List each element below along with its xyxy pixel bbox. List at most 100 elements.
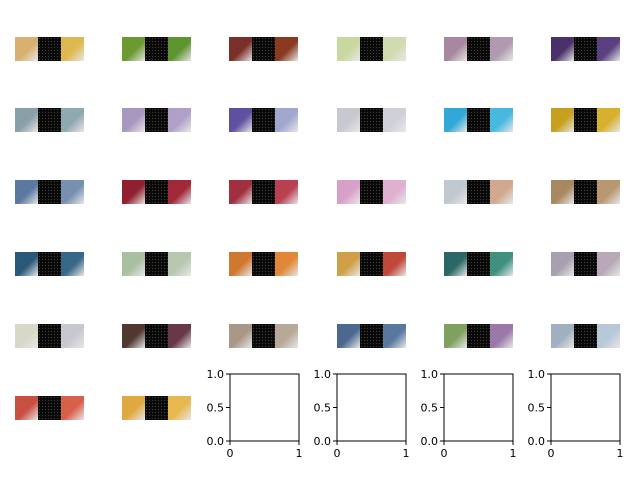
image-left-panel <box>551 108 574 132</box>
image-middle-panel <box>574 37 597 61</box>
image-middle-panel <box>38 252 61 276</box>
image-middle-panel <box>574 108 597 132</box>
image-middle-panel <box>38 180 61 204</box>
image-middle-panel <box>145 108 168 132</box>
image-left-panel <box>337 252 360 276</box>
image-right-panel <box>168 324 191 348</box>
image-strip <box>337 108 406 132</box>
image-strip <box>551 324 620 348</box>
image-strip <box>444 37 513 61</box>
image-middle-panel <box>360 324 383 348</box>
image-middle-panel <box>467 108 490 132</box>
image-middle-panel <box>467 37 490 61</box>
y-tick-label: 0.5 <box>314 402 332 415</box>
image-left-panel <box>551 252 574 276</box>
image-middle-panel <box>38 108 61 132</box>
image-middle-panel <box>467 180 490 204</box>
image-strip <box>229 180 298 204</box>
x-tick-label: 1 <box>403 447 410 460</box>
image-left-panel <box>15 396 38 420</box>
image-right-panel <box>168 37 191 61</box>
image-left-panel <box>229 252 252 276</box>
image-middle-panel <box>38 396 61 420</box>
image-middle-panel <box>574 180 597 204</box>
image-strip <box>15 252 84 276</box>
image-middle-panel <box>145 324 168 348</box>
image-right-panel <box>275 108 298 132</box>
image-strip <box>337 180 406 204</box>
image-strip <box>122 252 191 276</box>
image-right-panel <box>275 180 298 204</box>
y-tick-label: 1.0 <box>207 368 225 381</box>
x-tick-label: 0 <box>334 447 341 460</box>
image-middle-panel <box>467 324 490 348</box>
image-left-panel <box>229 180 252 204</box>
image-strip <box>551 108 620 132</box>
image-middle-panel <box>252 108 275 132</box>
image-left-panel <box>15 252 38 276</box>
image-strip <box>337 37 406 61</box>
image-strip <box>444 252 513 276</box>
y-tick-label: 0.0 <box>421 435 439 448</box>
image-middle-panel <box>145 37 168 61</box>
image-left-panel <box>15 324 38 348</box>
image-strip <box>15 396 84 420</box>
image-right-panel <box>275 252 298 276</box>
image-left-panel <box>551 180 574 204</box>
x-tick-label: 1 <box>617 447 624 460</box>
y-tick-label: 0.0 <box>528 435 546 448</box>
image-right-panel <box>490 108 513 132</box>
image-right-panel <box>61 180 84 204</box>
image-strip <box>15 180 84 204</box>
image-middle-panel <box>38 37 61 61</box>
y-tick-label: 0.5 <box>528 402 546 415</box>
image-right-panel <box>61 108 84 132</box>
image-strip <box>444 324 513 348</box>
y-tick-label: 0.5 <box>207 402 225 415</box>
image-right-panel <box>383 108 406 132</box>
image-strip <box>229 37 298 61</box>
x-tick-label: 0 <box>227 447 234 460</box>
image-right-panel <box>383 37 406 61</box>
image-right-panel <box>597 108 620 132</box>
image-middle-panel <box>145 252 168 276</box>
image-middle-panel <box>145 180 168 204</box>
image-right-panel <box>383 252 406 276</box>
image-left-panel <box>444 180 467 204</box>
image-left-panel <box>337 180 360 204</box>
empty-axes-frame <box>336 373 407 442</box>
image-left-panel <box>444 37 467 61</box>
image-middle-panel <box>360 37 383 61</box>
image-strip <box>122 37 191 61</box>
image-left-panel <box>229 108 252 132</box>
image-strip <box>15 37 84 61</box>
image-strip <box>122 180 191 204</box>
image-strip <box>551 37 620 61</box>
image-middle-panel <box>145 396 168 420</box>
image-right-panel <box>168 252 191 276</box>
image-strip <box>15 108 84 132</box>
image-left-panel <box>444 252 467 276</box>
image-right-panel <box>383 324 406 348</box>
image-middle-panel <box>252 252 275 276</box>
image-left-panel <box>15 37 38 61</box>
image-left-panel <box>337 324 360 348</box>
y-tick-label: 1.0 <box>314 368 332 381</box>
image-left-panel <box>551 324 574 348</box>
empty-axes-frame <box>550 373 621 442</box>
image-left-panel <box>229 37 252 61</box>
image-right-panel <box>597 324 620 348</box>
image-strip <box>337 324 406 348</box>
image-left-panel <box>444 324 467 348</box>
y-tick-label: 0.0 <box>207 435 225 448</box>
image-left-panel <box>122 37 145 61</box>
image-middle-panel <box>252 180 275 204</box>
image-strip <box>15 324 84 348</box>
image-right-panel <box>168 396 191 420</box>
y-tick-label: 1.0 <box>528 368 546 381</box>
image-right-panel <box>61 252 84 276</box>
image-middle-panel <box>360 252 383 276</box>
image-left-panel <box>551 37 574 61</box>
image-strip <box>229 324 298 348</box>
